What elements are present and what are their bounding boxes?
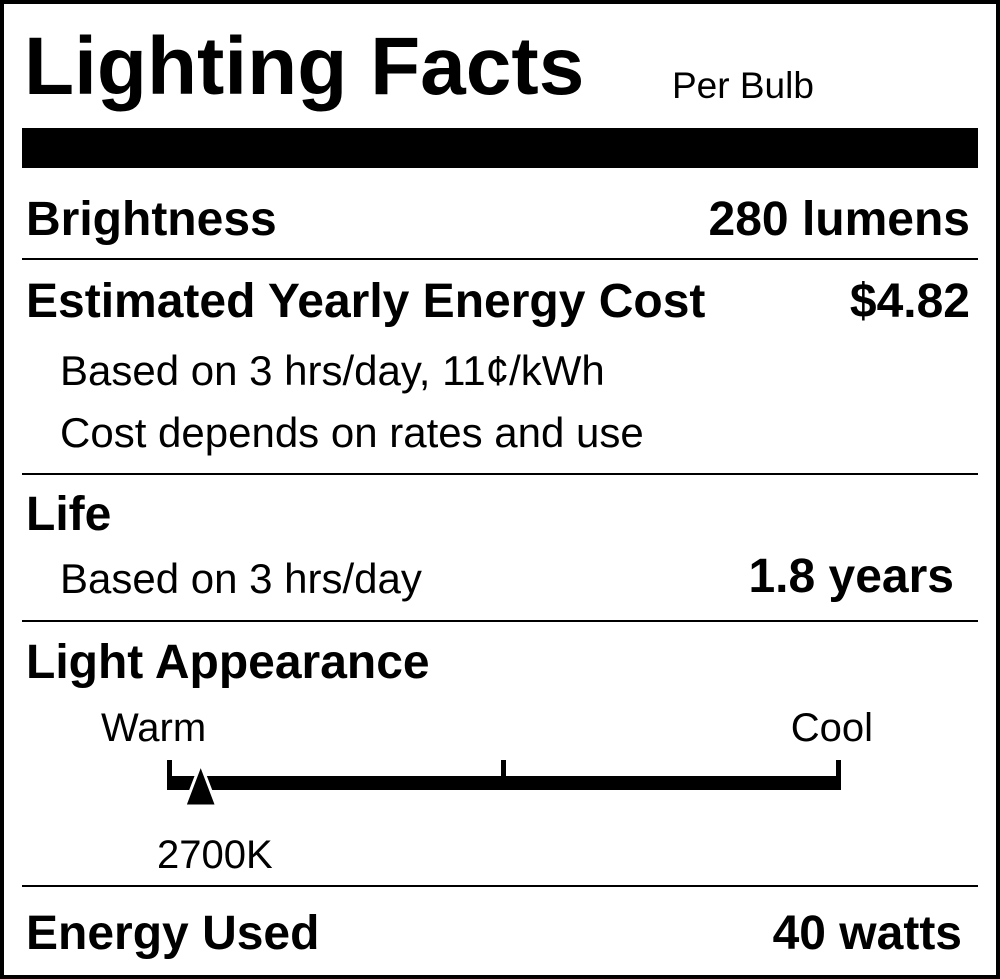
energy-used-label: Energy Used xyxy=(26,907,320,960)
divider xyxy=(22,258,978,260)
light-appearance-label: Light Appearance xyxy=(26,636,430,689)
brightness-value: 280 lumens xyxy=(708,193,970,246)
color-temperature-marker xyxy=(182,759,219,808)
life-value: 1.8 years xyxy=(748,550,954,603)
label-subtitle: Per Bulb xyxy=(672,65,814,106)
energy-cost-value: $4.82 xyxy=(849,275,970,328)
title-bar xyxy=(22,128,978,168)
brightness-label: Brightness xyxy=(26,193,277,246)
warm-label: Warm xyxy=(101,706,207,750)
scale-tick-middle xyxy=(501,760,506,780)
divider xyxy=(22,473,978,475)
scale-bar xyxy=(167,776,841,790)
color-temperature-scale xyxy=(167,759,841,808)
life-note: Based on 3 hrs/day xyxy=(60,555,422,602)
life-label: Life xyxy=(26,488,112,541)
divider xyxy=(22,885,978,887)
color-temperature-value: 2700K xyxy=(157,833,273,877)
scale-tick-warm xyxy=(167,760,172,780)
energy-used-value: 40 watts xyxy=(772,907,962,960)
energy-cost-label: Estimated Yearly Energy Cost xyxy=(26,275,706,328)
energy-cost-note-basis: Based on 3 hrs/day, 11¢/kWh xyxy=(60,347,605,394)
divider xyxy=(22,620,978,622)
energy-cost-note-rates: Cost depends on rates and use xyxy=(60,409,644,456)
cool-label: Cool xyxy=(790,706,873,750)
label-title: Lighting Facts xyxy=(24,21,585,112)
scale-tick-cool xyxy=(836,760,841,780)
